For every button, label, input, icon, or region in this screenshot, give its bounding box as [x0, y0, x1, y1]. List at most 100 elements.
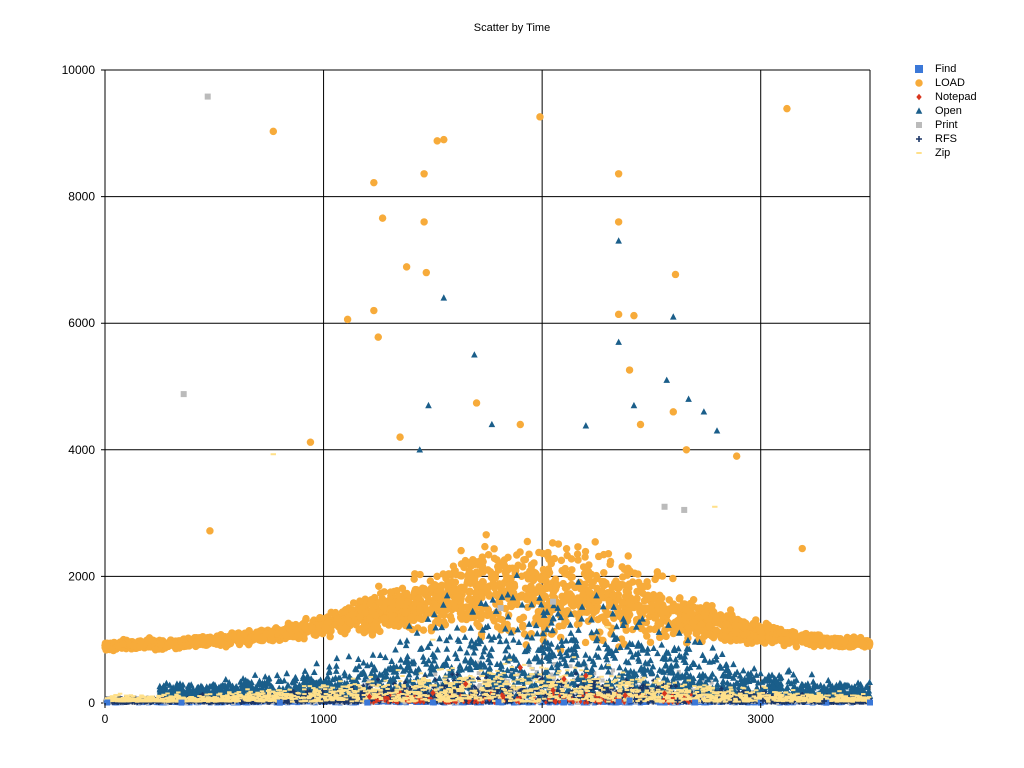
legend-marker-print-icon	[916, 122, 922, 128]
data-point-notepad	[661, 690, 668, 697]
data-point-open	[713, 427, 721, 434]
x-tick-label: 0	[102, 712, 109, 726]
legend-label: Find	[935, 63, 957, 75]
data-point-open	[488, 420, 496, 428]
legend-item-open: Open	[912, 104, 977, 118]
data-point-print	[661, 503, 668, 510]
data-point-open	[440, 294, 448, 301]
x-tick-label: 1000	[310, 712, 337, 726]
data-point-load	[269, 127, 278, 136]
data-point-load	[433, 137, 441, 145]
data-point-load	[536, 113, 544, 121]
data-point-rfs	[674, 697, 681, 704]
data-point-find	[495, 699, 502, 706]
data-point-notepad	[430, 689, 436, 697]
data-point-find	[429, 699, 436, 706]
data-point-find	[104, 699, 111, 706]
data-point-load	[378, 214, 387, 222]
data-point-load	[374, 333, 382, 341]
data-point-notepad	[583, 672, 589, 680]
legend-item-zip: Zip	[912, 146, 977, 160]
data-point-load	[472, 399, 481, 407]
data-point-open	[425, 401, 432, 409]
legend-item-print: Print	[912, 118, 977, 132]
data-point-print	[681, 506, 688, 513]
data-point-open	[582, 422, 590, 429]
y-tick-label: 8000	[68, 190, 95, 204]
data-point-load	[516, 420, 525, 429]
data-point-print	[204, 93, 211, 100]
data-point-load	[732, 452, 741, 460]
data-point-open	[471, 351, 478, 358]
data-point-notepad	[366, 693, 373, 700]
data-point-open	[615, 237, 622, 244]
y-tick-label: 10000	[62, 63, 96, 77]
data-point-load	[630, 311, 638, 320]
data-point-load	[422, 268, 431, 277]
data-point-notepad	[550, 687, 556, 694]
data-point-find	[178, 699, 185, 706]
data-point-print	[497, 605, 504, 612]
legend-label: Print	[935, 119, 958, 131]
legend-item-find: Find	[912, 62, 977, 76]
data-point-load	[420, 218, 428, 226]
data-point-load	[682, 446, 691, 454]
legend-marker-load-icon	[915, 79, 923, 87]
data-point-find	[615, 699, 622, 706]
legend-label: LOAD	[935, 77, 965, 89]
data-point-find	[561, 699, 567, 706]
legend-item-load: LOAD	[912, 76, 977, 90]
data-point-rfs	[821, 698, 828, 705]
data-point-find	[276, 699, 283, 706]
legend-label: Notepad	[935, 91, 977, 103]
data-point-load	[614, 218, 623, 226]
data-point-load	[783, 104, 791, 113]
data-point-load	[636, 420, 645, 429]
legend-label: Open	[935, 105, 962, 117]
data-points-layer	[104, 93, 873, 706]
data-point-load	[625, 366, 634, 374]
legend-label: RFS	[935, 133, 957, 145]
data-point-load	[396, 433, 404, 441]
legend-marker-find-icon	[915, 65, 923, 73]
data-point-open	[669, 313, 677, 320]
data-point-open	[416, 446, 424, 453]
data-point-find	[626, 697, 633, 704]
y-tick-label: 6000	[68, 316, 95, 330]
point-cloud-layer	[101, 531, 874, 706]
data-point-open	[700, 408, 708, 415]
data-point-open	[663, 376, 671, 383]
data-point-load	[440, 135, 448, 144]
data-point-find	[823, 699, 830, 706]
legend-marker-zip-icon	[916, 152, 922, 154]
legend-item-notepad: Notepad	[912, 90, 977, 104]
data-point-find	[757, 699, 764, 706]
data-point-load	[306, 438, 315, 446]
data-point-load	[614, 170, 623, 178]
data-point-notepad	[622, 692, 628, 699]
data-point-open	[685, 395, 692, 402]
y-tick-label: 0	[88, 696, 95, 710]
data-point-load	[402, 263, 411, 271]
legend-marker-rfs-icon	[916, 136, 922, 142]
data-point-notepad	[462, 680, 469, 688]
data-point-load	[671, 270, 680, 279]
data-point-print	[180, 391, 187, 398]
data-point-load	[206, 527, 214, 535]
axis-layer: 0 1000 2000 3000 0 2000 4000 6000 8000 10000	[62, 63, 775, 726]
data-point-open	[615, 338, 622, 345]
legend-label: Zip	[935, 147, 951, 159]
data-point-notepad	[500, 692, 506, 700]
chart-title: Scatter by Time	[473, 22, 551, 34]
data-point-zip	[605, 626, 611, 629]
data-point-print	[550, 598, 557, 605]
x-tick-label: 3000	[747, 712, 774, 726]
legend-item-rfs: RFS	[912, 132, 977, 146]
legend-marker-notepad-icon	[916, 93, 922, 101]
x-tick-label: 2000	[529, 712, 556, 726]
data-point-zip	[270, 453, 276, 456]
data-point-load	[669, 408, 678, 416]
data-point-load	[614, 310, 623, 319]
data-point-zip	[430, 638, 436, 641]
